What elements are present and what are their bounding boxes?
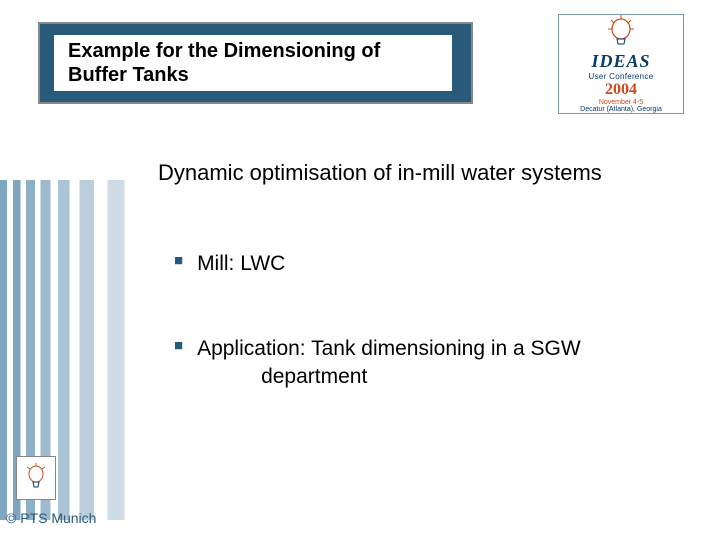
- logo-year: 2004: [605, 81, 637, 99]
- bullet-marker-icon: ■: [174, 250, 183, 273]
- bullet-text: Application: Tank dimensioning in a SGW …: [197, 335, 581, 390]
- logo-date: November 4-5: [599, 99, 643, 106]
- bullet-text: Mill: LWC: [197, 250, 285, 277]
- bullet-marker-icon: ■: [174, 335, 183, 358]
- title-inner: Example for the Dimensioning of Buffer T…: [54, 35, 452, 91]
- copyright-text: © PTS Munich: [6, 510, 96, 526]
- footer-lightbulb-icon: [16, 456, 56, 500]
- list-item: ■ Application: Tank dimensioning in a SG…: [174, 335, 674, 390]
- bullet-line1: Application: Tank dimensioning in a SGW: [197, 337, 581, 360]
- logo-brand: IDEAS: [591, 51, 650, 72]
- conference-logo: IDEAS User Conference 2004 November 4-5 …: [558, 14, 684, 114]
- slide-subtitle: Dynamic optimisation of in-mill water sy…: [158, 160, 602, 186]
- list-item: ■ Mill: LWC: [174, 250, 674, 277]
- title-box: Example for the Dimensioning of Buffer T…: [38, 22, 473, 104]
- logo-subtitle: User Conference: [589, 72, 654, 81]
- lightbulb-icon: [607, 15, 635, 49]
- bullet-line2: department: [197, 365, 367, 388]
- bullet-list: ■ Mill: LWC ■ Application: Tank dimensio…: [174, 250, 674, 448]
- logo-location: Decatur (Atlanta), Georgia: [580, 106, 662, 113]
- slide-title: Example for the Dimensioning of Buffer T…: [68, 39, 438, 87]
